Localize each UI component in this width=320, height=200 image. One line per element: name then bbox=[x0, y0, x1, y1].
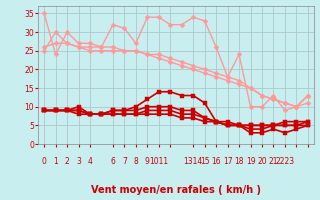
X-axis label: Vent moyen/en rafales ( km/h ): Vent moyen/en rafales ( km/h ) bbox=[91, 185, 261, 195]
